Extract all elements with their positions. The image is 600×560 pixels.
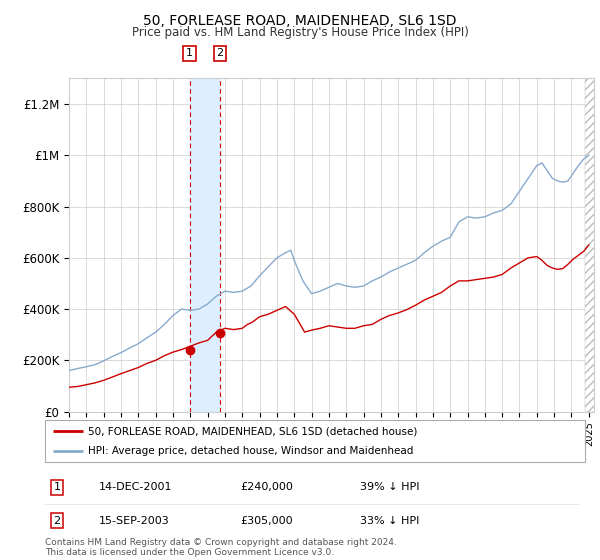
FancyBboxPatch shape	[45, 420, 585, 462]
Text: HPI: Average price, detached house, Windsor and Maidenhead: HPI: Average price, detached house, Wind…	[88, 446, 413, 456]
Text: 50, FORLEASE ROAD, MAIDENHEAD, SL6 1SD: 50, FORLEASE ROAD, MAIDENHEAD, SL6 1SD	[143, 14, 457, 28]
Text: 2: 2	[217, 48, 223, 58]
Text: 1: 1	[53, 482, 61, 492]
Text: £240,000: £240,000	[240, 482, 293, 492]
Bar	[586, 78, 600, 412]
Text: 2: 2	[53, 516, 61, 526]
Text: 15-SEP-2003: 15-SEP-2003	[99, 516, 170, 526]
Text: 1: 1	[186, 48, 193, 58]
Text: Contains HM Land Registry data © Crown copyright and database right 2024.
This d: Contains HM Land Registry data © Crown c…	[45, 538, 397, 557]
Bar	[190, 78, 220, 412]
Text: Price paid vs. HM Land Registry's House Price Index (HPI): Price paid vs. HM Land Registry's House …	[131, 26, 469, 39]
Bar	[586, 78, 600, 412]
Text: 50, FORLEASE ROAD, MAIDENHEAD, SL6 1SD (detached house): 50, FORLEASE ROAD, MAIDENHEAD, SL6 1SD (…	[88, 426, 418, 436]
Text: £305,000: £305,000	[240, 516, 293, 526]
Text: 14-DEC-2001: 14-DEC-2001	[99, 482, 173, 492]
Text: 39% ↓ HPI: 39% ↓ HPI	[360, 482, 419, 492]
Text: 33% ↓ HPI: 33% ↓ HPI	[360, 516, 419, 526]
